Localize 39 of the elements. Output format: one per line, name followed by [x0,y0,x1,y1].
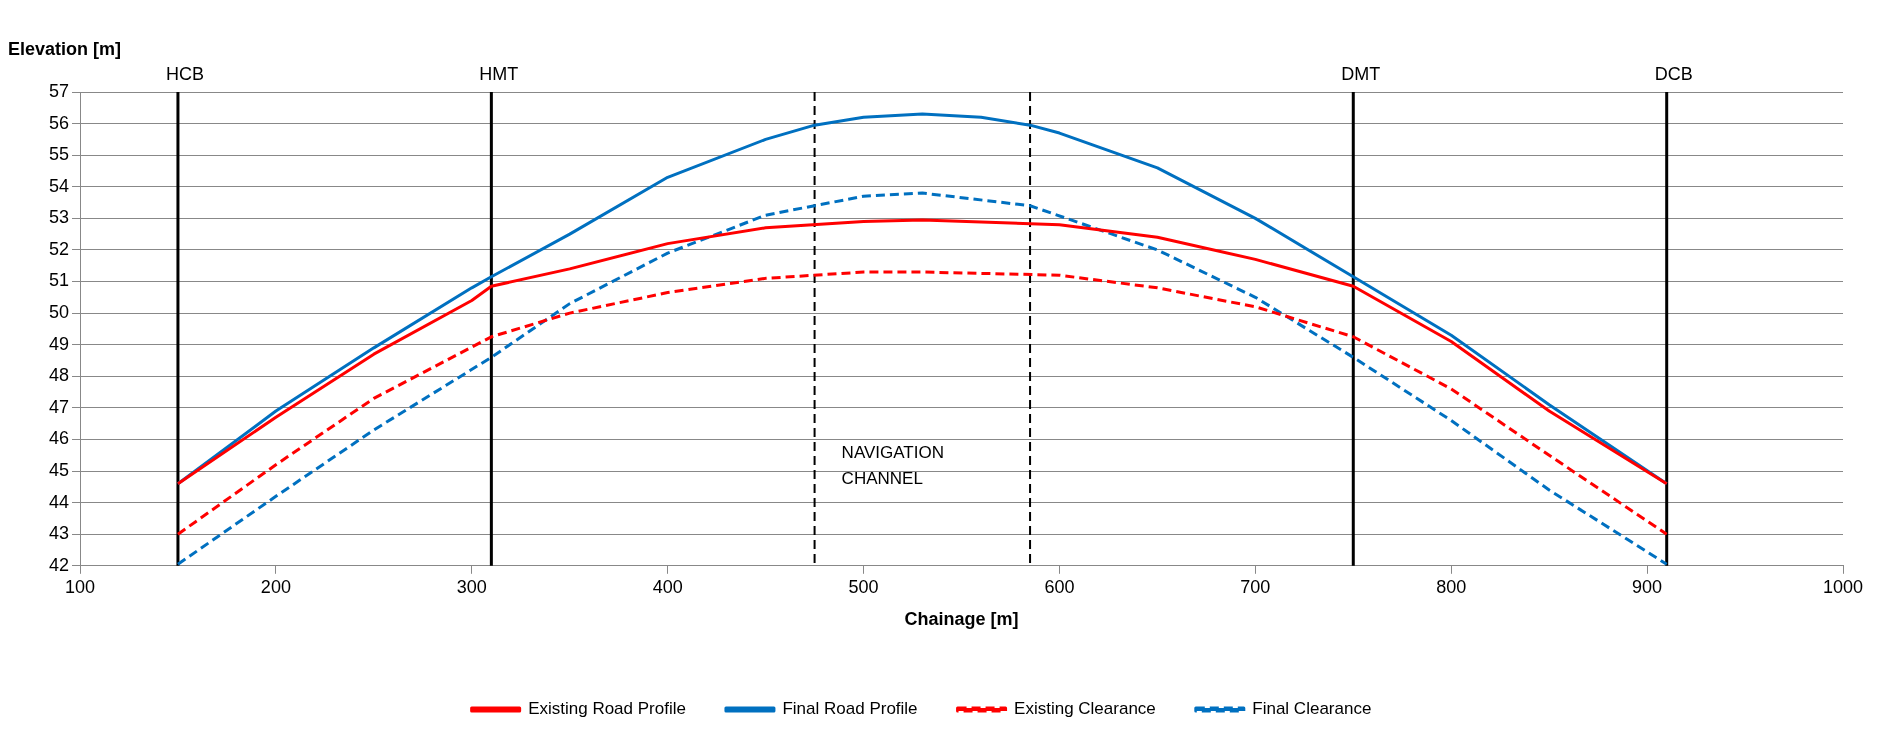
x-tick-label: 500 [848,576,879,597]
line-series [176,270,1669,536]
y-tick-label: 51 [48,270,69,291]
x-tick-label: 700 [1240,576,1271,597]
legend-label: Final Clearance [1252,699,1372,719]
y-tick-label: 48 [48,365,69,386]
y-tick-label: 44 [48,491,69,512]
x-axis-title: Chainage [m] [904,609,1019,630]
y-tick-label: 52 [48,238,69,259]
legend-label: Final Road Profile [782,699,918,719]
y-axis-title: Elevation [m] [8,38,122,59]
legend-label: Existing Road Profile [528,699,686,719]
line-series [176,191,1669,566]
y-tick-label: 47 [48,396,69,417]
x-tick-label: 400 [652,576,683,597]
ref-line-label: HMT [479,63,519,84]
ref-line-label: HCB [165,63,204,84]
y-tick-label: 46 [48,428,69,449]
x-tick-label: 1000 [1822,576,1864,597]
legend-label: Existing Clearance [1014,699,1156,719]
y-tick-label: 49 [48,333,69,354]
y-tick-label: 43 [48,523,69,544]
x-tick-label: 200 [260,576,291,597]
y-tick-label: 45 [48,460,69,481]
y-tick-label: 57 [48,80,69,101]
y-tick-label: 42 [48,554,69,575]
ref-line-label: DCB [1654,63,1693,84]
y-tick-label: 54 [48,175,69,196]
y-tick-label: 53 [48,207,69,228]
annotation: NAVIGATION CHANNEL [841,443,944,489]
x-tick-label: 900 [1632,576,1663,597]
x-tick-label: 100 [64,576,96,597]
y-tick-label: 50 [48,302,69,323]
x-tick-label: 800 [1436,576,1467,597]
x-tick-label: 300 [456,576,487,597]
x-tick-label: 600 [1044,576,1075,597]
ref-line-label: DMT [1341,63,1381,84]
y-tick-label: 56 [48,112,69,133]
y-tick-label: 55 [48,144,69,165]
